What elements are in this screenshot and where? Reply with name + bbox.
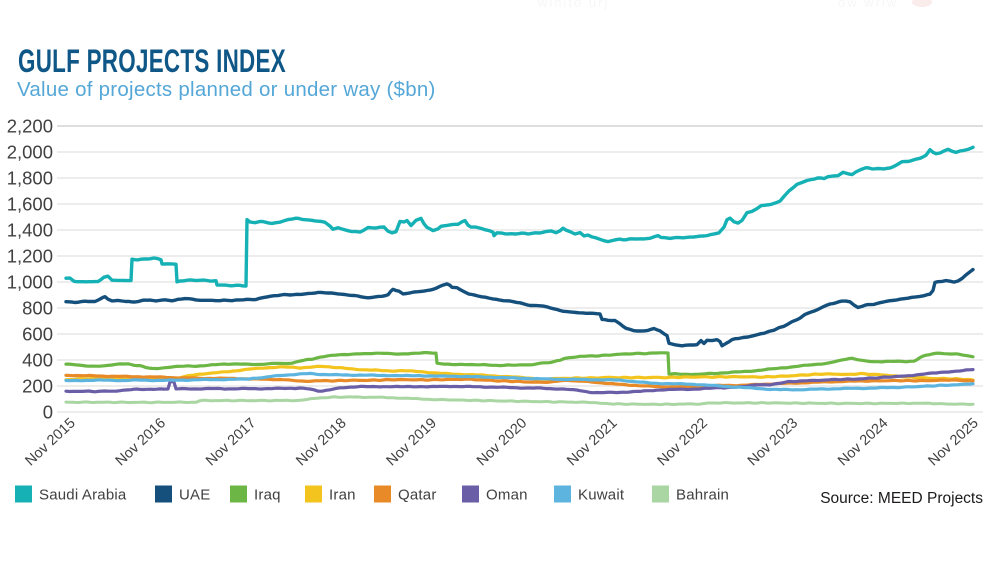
svg-text:Nov 2024: Nov 2024 [835,415,891,469]
svg-text:Nov 2022: Nov 2022 [655,415,711,469]
svg-text:1,800: 1,800 [7,168,53,189]
svg-text:Source: MEED Projects: Source: MEED Projects [820,490,983,507]
svg-text:Nov 2020: Nov 2020 [474,415,530,469]
svg-text:Nov 2023: Nov 2023 [745,415,801,469]
svg-text:Nov 2016: Nov 2016 [113,415,169,469]
svg-text:Bahrain: Bahrain [676,487,729,504]
svg-text:Kuwait: Kuwait [578,487,625,504]
svg-text:Iraq: Iraq [254,487,281,504]
svg-text:UAE: UAE [179,487,210,504]
svg-text:600: 600 [22,324,53,345]
svg-text:Saudi Arabia: Saudi Arabia [39,487,127,504]
svg-text:Nov 2017: Nov 2017 [203,415,259,469]
svg-text:2,000: 2,000 [7,142,53,163]
svg-text:1,000: 1,000 [7,272,53,293]
svg-text:0: 0 [43,402,53,423]
svg-text:200: 200 [22,376,53,397]
svg-text:800: 800 [22,298,53,319]
svg-text:Iran: Iran [329,487,356,504]
svg-text:Nov 2018: Nov 2018 [293,415,349,469]
svg-text:Nov 2015: Nov 2015 [22,415,78,469]
svg-text:Nov 2021: Nov 2021 [564,415,620,469]
svg-text:1,400: 1,400 [7,220,53,241]
svg-text:2,200: 2,200 [7,116,53,137]
svg-text:1,600: 1,600 [7,194,53,215]
svg-text:1,200: 1,200 [7,246,53,267]
svg-text:400: 400 [22,350,53,371]
svg-text:Nov 2019: Nov 2019 [384,415,440,469]
svg-text:Oman: Oman [486,487,528,504]
svg-text:Qatar: Qatar [398,487,437,504]
svg-text:Nov 2025: Nov 2025 [925,415,981,469]
